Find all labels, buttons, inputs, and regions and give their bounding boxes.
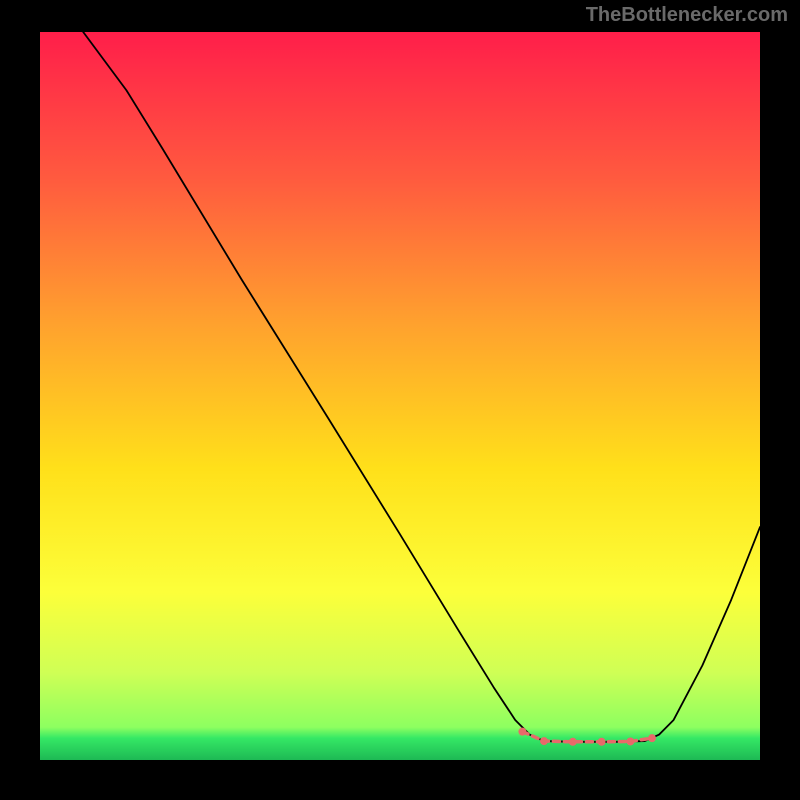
highlight-marker xyxy=(518,728,526,736)
highlight-marker xyxy=(648,734,656,742)
watermark: TheBottlenecker.com xyxy=(586,4,788,27)
highlight-marker xyxy=(569,738,577,746)
gradient-background xyxy=(40,32,760,760)
bottleneck-curve-chart xyxy=(40,32,760,760)
highlight-marker xyxy=(598,738,606,746)
highlight-marker xyxy=(540,737,548,745)
chart-plot-area xyxy=(40,32,760,760)
highlight-marker xyxy=(626,737,634,745)
